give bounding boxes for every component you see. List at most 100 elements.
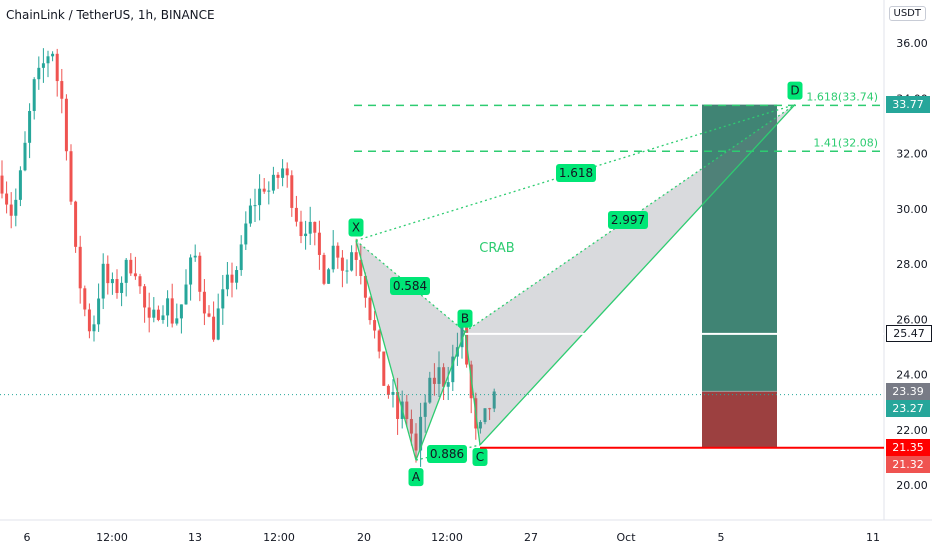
candle-body: [235, 270, 239, 283]
candle-body: [9, 204, 13, 216]
x-tick-label: 5: [718, 531, 725, 544]
candle-body: [446, 382, 450, 387]
candle-body: [281, 168, 285, 178]
ratio-xb-label-bg: [390, 277, 430, 295]
candle-body: [460, 323, 464, 348]
candle-body: [225, 274, 229, 290]
candle-body: [212, 316, 216, 340]
x-tick-label: 13: [188, 531, 202, 544]
candle-body: [276, 174, 280, 178]
x-tick-label: 20: [357, 531, 371, 544]
candle-body: [207, 313, 211, 317]
candle-body: [336, 245, 340, 258]
candle-body: [267, 190, 271, 192]
point-a-label-bg: [408, 468, 424, 487]
candle-body: [239, 244, 243, 271]
candle-body: [78, 246, 82, 289]
candle-body: [92, 324, 96, 332]
ratio-bd-label: 2.997: [608, 211, 648, 229]
candle-body: [41, 63, 45, 68]
candle-body: [28, 110, 32, 143]
candle-body: [373, 320, 377, 331]
candle-body: [138, 276, 142, 287]
candle-body: [248, 205, 252, 224]
candle-body: [170, 298, 174, 324]
x-tick-label: 12:00: [431, 531, 463, 544]
candle-body: [179, 304, 183, 319]
chart-title: ChainLink / TetherUS, 1h, BINANCE: [6, 8, 215, 22]
candle-body: [216, 308, 220, 340]
candle-body: [290, 175, 294, 208]
crab-pattern: X A B C D 0.584 0.886 2.997 1.618 CRAB: [348, 81, 803, 487]
candle-body: [32, 79, 36, 111]
candle-body: [87, 309, 91, 332]
candle-body: [23, 142, 27, 171]
x-axis: 6 12:00 13 12:00 20 12:00 27 Oct 5 11: [24, 531, 881, 544]
candle-body: [46, 56, 50, 64]
candle-body: [147, 307, 151, 318]
ratio-ac-label-text: 0.886: [430, 447, 464, 461]
ratio-ac-label-bg: [427, 445, 467, 463]
x-tick-label: 27: [524, 531, 538, 544]
candle-body: [327, 269, 331, 284]
x-tick-label: Oct: [616, 531, 636, 544]
currency-unit-button[interactable]: USDT: [888, 6, 926, 21]
candle-body: [230, 274, 234, 283]
y-tick-label: 30.00: [896, 203, 928, 216]
candle-body: [271, 174, 275, 191]
point-b-label-text: B: [461, 312, 469, 326]
candle-body: [101, 263, 105, 299]
candle-body: [350, 252, 354, 271]
y-tick-label: 20.00: [896, 479, 928, 492]
candle-body: [428, 377, 432, 403]
candle-body: [198, 255, 202, 292]
xa-leg: [355, 240, 417, 461]
point-x-label: X: [348, 218, 364, 237]
price-label: 33.77: [886, 96, 930, 113]
candle-body: [129, 259, 133, 274]
candle-body: [488, 408, 492, 410]
candle-body: [106, 263, 110, 284]
target-zone: [702, 104, 777, 392]
candle-body: [115, 279, 119, 293]
candle-body: [285, 168, 289, 176]
y-tick-label: 22.00: [896, 424, 928, 437]
candle-body: [124, 259, 128, 283]
candle-body: [166, 298, 170, 316]
candle-body: [304, 233, 308, 237]
fib-level-1-41-label: 1.41(32.08): [813, 136, 878, 149]
candle-body: [202, 291, 206, 314]
xd-link: [355, 103, 796, 242]
candle-body: [189, 257, 193, 285]
candle-body: [368, 297, 372, 321]
point-c-label-text: C: [476, 450, 484, 464]
candle-body: [120, 282, 124, 293]
point-a-label-text: A: [412, 470, 421, 484]
candle-body: [83, 288, 87, 310]
candle-body: [253, 205, 257, 207]
candle-body: [391, 392, 395, 395]
ab-leg: [415, 331, 466, 461]
candle-body: [340, 257, 344, 271]
candle-body: [69, 151, 73, 202]
candle-body: [110, 279, 114, 284]
fib-level-1-618-label: 1.618(33.74): [806, 90, 878, 103]
x-tick-label: 6: [24, 531, 31, 544]
candle-body: [60, 81, 64, 99]
x-tick-label: 12:00: [96, 531, 128, 544]
ratio-xd-label-text: 1.618: [559, 166, 593, 180]
ratio-xb-label-text: 0.584: [393, 279, 427, 293]
candle-body: [363, 275, 367, 298]
candle-body: [161, 315, 165, 320]
candle-body: [423, 402, 427, 417]
candle-body: [97, 298, 101, 325]
candle-body: [64, 98, 68, 152]
ac-link: [415, 444, 481, 461]
candle-body: [478, 422, 482, 429]
candle-body: [451, 356, 455, 383]
candle-body: [18, 170, 22, 200]
candle-body: [483, 408, 487, 423]
candle-body: [193, 255, 197, 258]
point-c-label: C: [472, 447, 488, 466]
